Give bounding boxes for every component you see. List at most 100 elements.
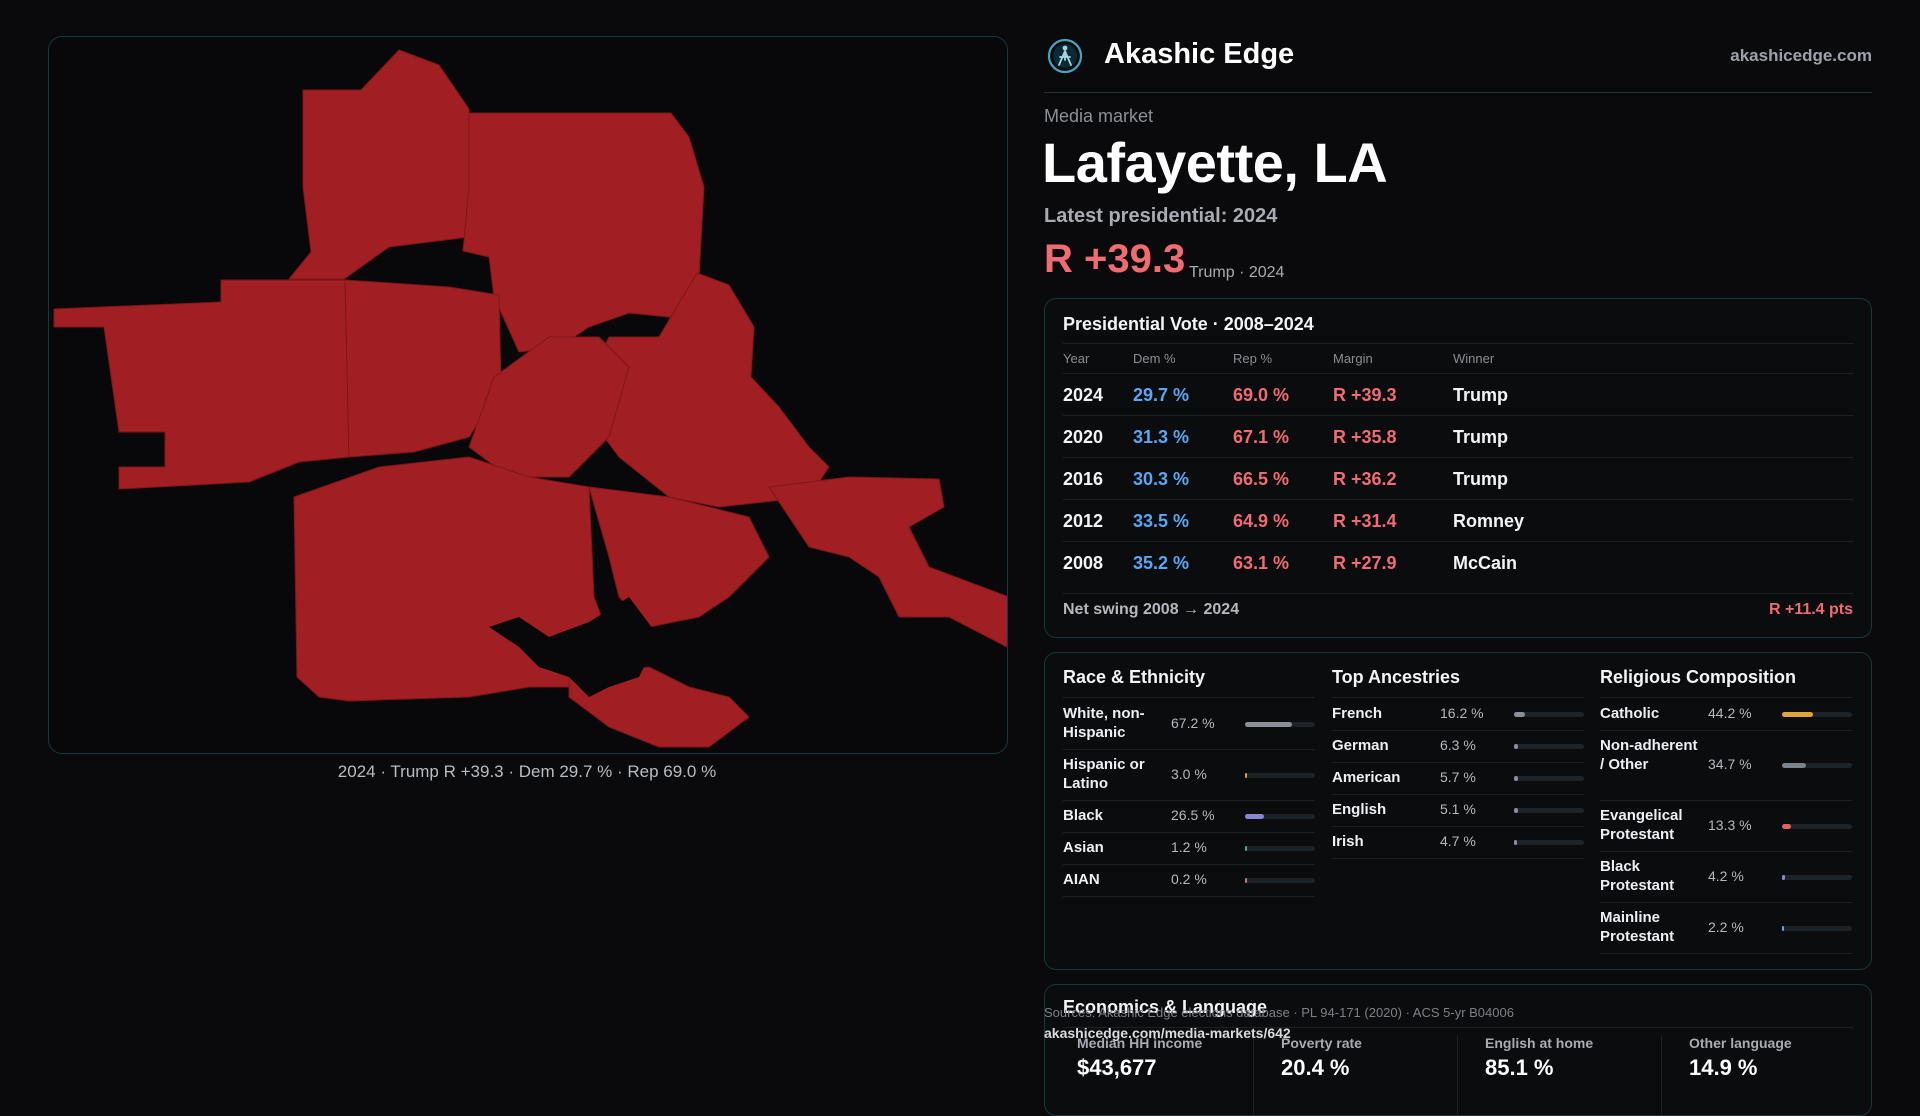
divider (1332, 697, 1584, 698)
list-item-label: Black Protestant (1600, 858, 1675, 894)
latest-margin: R +39.3 (1044, 237, 1186, 281)
table-row[interactable]: 2008 35.2 % 63.1 % R +27.9 McCain (1063, 541, 1853, 584)
col-header-rep: Rep % (1233, 351, 1273, 366)
list-item-value: 67.2 % (1171, 715, 1215, 731)
list-item: AIAN 0.2 % (1063, 864, 1315, 897)
list-item-label: French (1332, 705, 1383, 722)
map-panel[interactable] (48, 36, 1008, 754)
stat-median-income: Median HH income $43,677 (1063, 1035, 1254, 1115)
net-swing-label: Net swing 2008 → 2024 (1063, 601, 1240, 618)
col-header-dem: Dem % (1133, 351, 1176, 366)
list-item-label: Irish (1332, 833, 1364, 850)
bar-track (1245, 773, 1315, 778)
bar-track (1782, 926, 1852, 931)
list-item-value: 5.1 % (1440, 801, 1476, 817)
list-item-value: 2.2 % (1708, 919, 1744, 935)
list-item-label: White, non-Hispanic (1063, 705, 1145, 741)
list-item-label: Catholic (1600, 705, 1660, 722)
brand-header: Akashic Edge akashicedge.com (1044, 34, 1872, 93)
list-item-value: 13.3 % (1708, 817, 1752, 833)
divider (1063, 1027, 1853, 1028)
col-header-margin: Margin (1333, 351, 1373, 366)
permalink[interactable]: akashicedge.com/media-markets/642 (1044, 1025, 1291, 1041)
table-row[interactable]: 2020 31.3 % 67.1 % R +35.8 Trump (1063, 415, 1853, 458)
county-map[interactable] (49, 37, 1007, 753)
stat-poverty-rate: Poverty rate 20.4 % (1267, 1035, 1458, 1115)
cell-dem: 31.3 % (1133, 427, 1190, 447)
county-shape-north[interactable] (462, 112, 705, 353)
brand-name: Akashic Edge (1104, 38, 1295, 70)
cell-rep: 64.9 % (1233, 511, 1290, 531)
cell-margin: R +39.3 (1333, 385, 1397, 405)
cell-margin: R +35.8 (1333, 427, 1397, 447)
bar-fill (1514, 808, 1518, 813)
list-item: English 5.1 % (1332, 794, 1584, 827)
cell-rep: 67.1 % (1233, 427, 1290, 447)
list-item: Catholic 44.2 % (1600, 698, 1852, 731)
list-item-label: Evangelical Protestant (1600, 807, 1683, 843)
cell-winner: McCain (1453, 553, 1518, 573)
bar-fill (1782, 763, 1807, 768)
col-header-winner: Winner (1453, 351, 1495, 366)
market-kicker: Media market (1044, 106, 1154, 126)
latest-presidential-label: Latest presidential: 2024 (1044, 205, 1278, 227)
bar-track (1782, 824, 1852, 829)
list-item-value: 6.3 % (1440, 737, 1476, 753)
divider (1063, 697, 1315, 698)
economics-card: Economics & Language Median HH income $4… (1044, 984, 1872, 1116)
brand-url-link[interactable]: akashicedge.com (1730, 46, 1872, 65)
lake-shape (489, 597, 659, 697)
county-shape-south-central[interactable] (588, 486, 770, 628)
county-shape-northwest[interactable] (288, 49, 470, 280)
list-item-value: 5.7 % (1440, 769, 1476, 785)
list-item-value: 16.2 % (1440, 705, 1484, 721)
table-row[interactable]: 2016 30.3 % 66.5 % R +36.2 Trump (1063, 457, 1853, 500)
stat-label: English at home (1485, 1035, 1594, 1051)
bar-track (1514, 840, 1584, 845)
economics-title: Economics & Language (1063, 997, 1268, 1017)
cell-dem: 35.2 % (1133, 553, 1190, 573)
cell-rep: 66.5 % (1233, 469, 1290, 489)
county-shape-west[interactable] (53, 279, 350, 490)
vote-table-title: Presidential Vote · 2008–2024 (1063, 314, 1314, 334)
county-shape-southeast[interactable] (768, 476, 1007, 648)
list-item-value: 3.0 % (1171, 766, 1207, 782)
stat-label: Median HH income (1077, 1035, 1203, 1051)
county-shape-central[interactable] (468, 336, 630, 478)
list-item: Irish 4.7 % (1332, 826, 1584, 859)
list-item: Evangelical Protestant 13.3 % (1600, 800, 1852, 852)
bar-track (1245, 878, 1315, 883)
county-shape-coastal[interactable] (568, 666, 750, 748)
divider (1600, 697, 1852, 698)
map-caption: 2024 · Trump R +39.3 · Dem 29.7 % · Rep … (337, 762, 717, 781)
sources-note: Sources: Akashic Edge elections database… (1044, 1005, 1514, 1020)
stat-label: Poverty rate (1281, 1035, 1362, 1051)
cell-margin: R +36.2 (1333, 469, 1397, 489)
list-item: Asian 1.2 % (1063, 832, 1315, 865)
list-item-label: Asian (1063, 839, 1104, 856)
list-item-label: Black (1063, 807, 1104, 824)
religion-column: Religious Composition Catholic 44.2 % Non-… (1600, 653, 1852, 969)
bar-fill (1782, 926, 1784, 931)
bar-fill (1514, 712, 1526, 717)
bar-track (1782, 875, 1852, 880)
table-row[interactable]: 2012 33.5 % 64.9 % R +31.4 Romney (1063, 499, 1853, 542)
bar-fill (1245, 846, 1247, 851)
bar-track (1245, 722, 1315, 727)
bar-track (1245, 814, 1315, 819)
list-item-label: Non-adherent / Other (1600, 737, 1698, 773)
list-item-value: 4.7 % (1440, 833, 1476, 849)
cell-winner: Romney (1453, 511, 1525, 531)
bar-fill (1245, 878, 1247, 883)
list-item: Non-adherent / Other 34.7 % (1600, 730, 1852, 801)
bar-track (1245, 846, 1315, 851)
stat-value: 14.9 % (1689, 1055, 1758, 1080)
list-item: White, non-Hispanic 67.2 % (1063, 698, 1315, 750)
list-item-label: American (1332, 769, 1401, 786)
list-item-value: 4.2 % (1708, 868, 1744, 884)
page-title: Lafayette, LA (1042, 131, 1388, 194)
list-item-value: 34.7 % (1708, 756, 1752, 772)
divider (1063, 343, 1853, 344)
table-row[interactable]: 2024 29.7 % 69.0 % R +39.3 Trump (1063, 373, 1853, 416)
list-item-value: 1.2 % (1171, 839, 1207, 855)
